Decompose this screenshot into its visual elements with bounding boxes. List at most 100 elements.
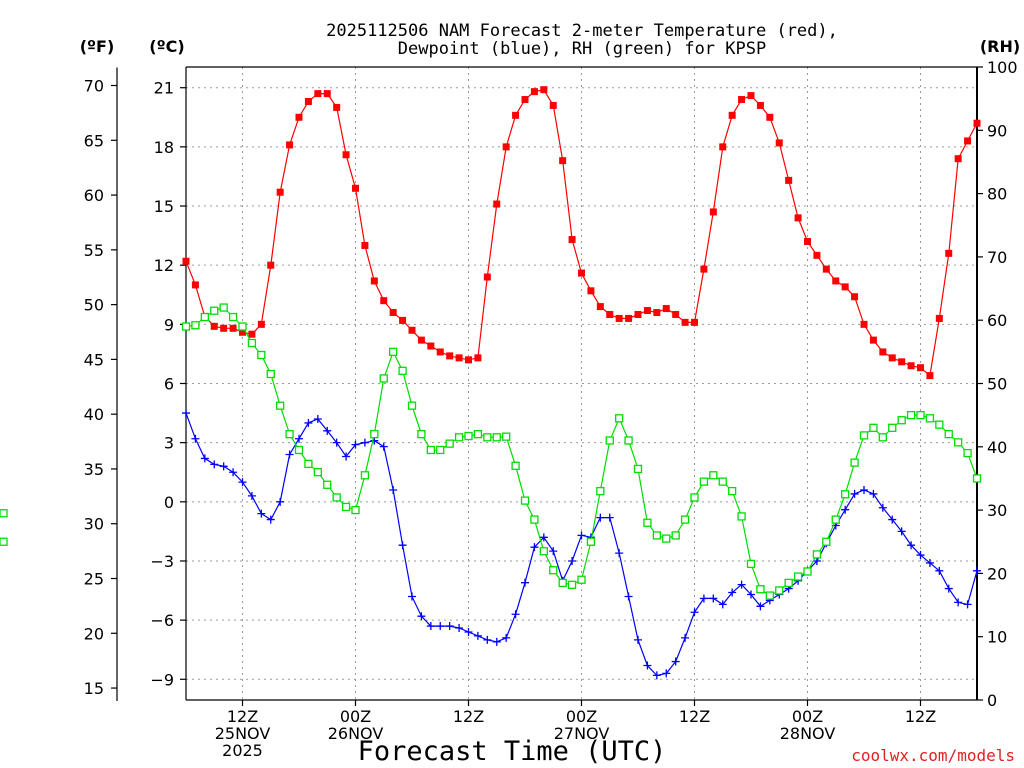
temperature-point <box>869 336 877 344</box>
rh-point <box>605 436 614 445</box>
rh-point <box>464 431 473 441</box>
temperature-point <box>483 273 491 281</box>
rh-point <box>841 490 850 499</box>
temperature-point <box>662 305 670 313</box>
dewpoint-point <box>605 513 614 522</box>
rh-point <box>492 433 501 442</box>
temperature-point <box>323 90 331 98</box>
temperature-point <box>907 362 915 370</box>
celsius-tick-label: 18 <box>154 138 174 157</box>
temperature-point <box>756 101 764 109</box>
rh-point <box>944 429 953 439</box>
temperature-point <box>389 309 397 317</box>
temperature-point <box>220 324 228 332</box>
rh-point <box>483 433 492 442</box>
temperature-point <box>286 141 294 149</box>
rh-point <box>407 401 417 410</box>
dewpoint-point <box>662 669 671 678</box>
temperature-point <box>747 92 755 100</box>
temperature-point <box>427 342 435 350</box>
rh-point <box>859 431 869 440</box>
dewpoint-point <box>351 440 360 449</box>
dewpoint-point <box>944 584 953 593</box>
temperature-point <box>945 249 953 257</box>
dewpoint-point <box>690 608 699 617</box>
x-tick-label: 12Z <box>679 707 710 726</box>
temperature-point <box>973 119 981 127</box>
dewpoint-point <box>756 602 765 611</box>
dewpoint-point <box>973 566 981 575</box>
temperature-point <box>709 208 717 216</box>
rh-point <box>0 537 8 546</box>
rh-point <box>718 477 727 486</box>
rh-unit-label: (RH) <box>980 37 1020 56</box>
rh-point <box>699 477 709 486</box>
temperature-point <box>191 281 199 289</box>
rh-tick-label: 30 <box>987 501 1007 520</box>
fahrenheit-tick-label: 40 <box>84 405 104 424</box>
rh-point <box>436 445 445 455</box>
rh-tick-label: 90 <box>987 121 1007 140</box>
dewpoint-point <box>615 549 624 558</box>
temperature-point <box>512 111 520 119</box>
fahrenheit-tick-label: 65 <box>84 131 104 150</box>
dewpoint-point <box>257 509 266 518</box>
rh-point <box>775 586 784 595</box>
rh-point <box>304 459 313 469</box>
dewpoint-point <box>747 590 755 599</box>
dewpoint-point <box>360 438 369 447</box>
series-dewpoint <box>182 409 981 680</box>
rh-point <box>935 420 944 429</box>
rh-point <box>784 578 793 588</box>
series-temperature <box>182 86 981 380</box>
dewpoint-point <box>210 460 219 469</box>
rh-point <box>850 458 859 467</box>
rh-tick-label: 0 <box>987 691 997 710</box>
rh-tick-label: 60 <box>987 311 1007 330</box>
dewpoint-point <box>511 610 520 619</box>
temperature-point <box>691 318 698 326</box>
fahrenheit-tick-label: 25 <box>84 570 104 589</box>
rh-point <box>690 493 699 502</box>
rh-point <box>219 303 228 312</box>
dewpoint-point <box>643 661 652 670</box>
rh-point <box>793 572 803 581</box>
rh-point <box>200 312 209 322</box>
rh-point <box>332 493 341 502</box>
rh-point <box>709 471 718 480</box>
temperature-point <box>917 364 924 372</box>
rh-point <box>888 423 897 432</box>
celsius-tick-label: −9 <box>150 670 174 689</box>
rh-point <box>511 461 520 470</box>
dewpoint-point <box>652 671 661 680</box>
rh-point <box>426 445 435 455</box>
rh-tick-label: 50 <box>987 375 1007 394</box>
dewpoint-point <box>907 541 916 550</box>
dewpoint-point <box>634 635 642 644</box>
dewpoint-point <box>229 468 238 477</box>
temperature-point <box>380 297 388 305</box>
temperature-point <box>229 324 237 332</box>
dewpoint-point <box>398 541 407 550</box>
rh-point <box>191 321 200 330</box>
dewpoint-point <box>182 409 190 418</box>
dewpoint-point <box>925 558 934 567</box>
dewpoint-point <box>624 592 633 601</box>
rh-point <box>530 515 539 524</box>
dewpoint-point <box>247 491 256 500</box>
rh-point <box>238 322 247 331</box>
rh-point <box>925 414 935 423</box>
rh-point <box>379 374 388 383</box>
temperature-point <box>822 265 830 273</box>
x-tick-label: 25NOV <box>215 724 271 743</box>
rh-point <box>313 467 322 477</box>
celsius-tick-label: 21 <box>154 79 174 98</box>
celsius-tick-label: 6 <box>164 375 174 394</box>
dewpoint-point <box>332 438 341 447</box>
rh-point <box>831 515 840 524</box>
temperature-point <box>898 358 906 366</box>
temperature-point <box>775 139 783 147</box>
rh-point <box>228 312 238 322</box>
dewpoint-point <box>963 600 972 609</box>
dewpoint-point <box>869 489 878 498</box>
